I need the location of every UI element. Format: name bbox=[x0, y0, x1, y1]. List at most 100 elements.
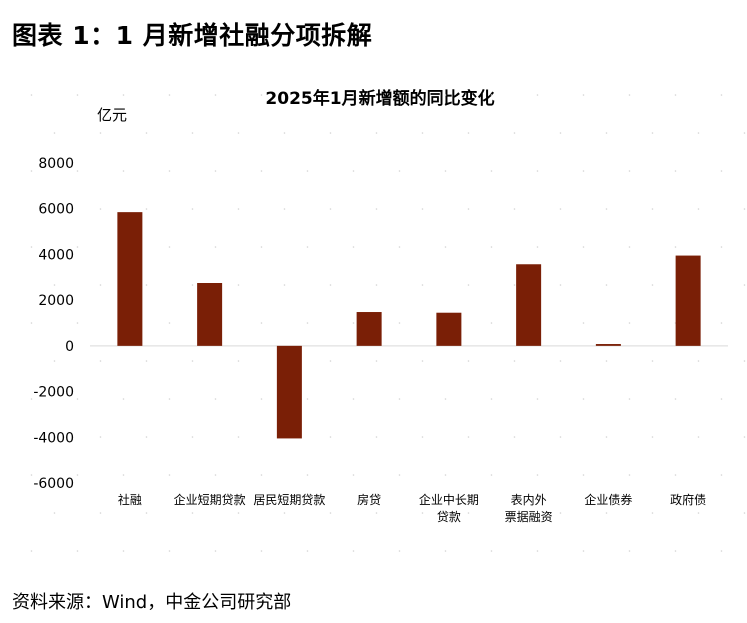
background-dot bbox=[743, 512, 746, 514]
background-dot bbox=[674, 474, 677, 476]
background-dot bbox=[513, 360, 516, 362]
background-dot bbox=[306, 170, 309, 172]
background-dot bbox=[30, 550, 33, 552]
background-dot bbox=[605, 132, 608, 134]
background-dot bbox=[168, 474, 171, 476]
background-dot bbox=[605, 360, 608, 362]
background-dot bbox=[490, 550, 493, 552]
background-dot bbox=[352, 550, 355, 552]
background-dot bbox=[352, 170, 355, 172]
background-dot bbox=[375, 512, 378, 514]
background-dot bbox=[214, 170, 217, 172]
background-dot bbox=[536, 474, 539, 476]
background-dot bbox=[191, 132, 194, 134]
background-dot bbox=[582, 170, 585, 172]
background-dot bbox=[214, 246, 217, 248]
bar bbox=[595, 344, 621, 346]
background-dot bbox=[467, 132, 470, 134]
background-dot bbox=[628, 474, 631, 476]
background-dot bbox=[398, 550, 401, 552]
background-dot bbox=[260, 94, 263, 96]
background-dot bbox=[398, 246, 401, 248]
background-dot bbox=[306, 246, 309, 248]
background-dot bbox=[697, 360, 700, 362]
background-dot bbox=[122, 94, 125, 96]
background-dot bbox=[76, 474, 79, 476]
background-dot bbox=[720, 170, 723, 172]
background-dot bbox=[352, 474, 355, 476]
background-dot bbox=[99, 208, 102, 210]
background-dot bbox=[53, 208, 56, 210]
background-dot bbox=[99, 360, 102, 362]
y-tick-label: 8000 bbox=[38, 156, 74, 172]
background-dot bbox=[53, 360, 56, 362]
background-dot bbox=[375, 436, 378, 438]
background-dot bbox=[697, 208, 700, 210]
bar bbox=[117, 212, 143, 346]
background-dot bbox=[490, 398, 493, 400]
bar bbox=[436, 312, 462, 346]
y-tick-label: 4000 bbox=[38, 247, 74, 263]
background-dot bbox=[329, 208, 332, 210]
background-dot bbox=[720, 322, 723, 324]
background-dot bbox=[191, 208, 194, 210]
background-dot bbox=[605, 436, 608, 438]
background-dot bbox=[53, 132, 56, 134]
background-dot bbox=[168, 398, 171, 400]
background-dot bbox=[237, 132, 240, 134]
background-dot bbox=[651, 284, 654, 286]
background-dot bbox=[122, 550, 125, 552]
background-dot bbox=[76, 170, 79, 172]
background-dot bbox=[582, 246, 585, 248]
figure-title: 图表 1：1 月新增社融分项拆解 bbox=[12, 21, 373, 50]
x-category-label: 企业短期贷款 bbox=[174, 492, 246, 507]
background-dot bbox=[398, 170, 401, 172]
background-dot bbox=[122, 474, 125, 476]
background-dot bbox=[444, 398, 447, 400]
y-tick-label: -6000 bbox=[33, 476, 74, 492]
background-dot bbox=[237, 284, 240, 286]
background-dot bbox=[375, 132, 378, 134]
background-dot bbox=[375, 284, 378, 286]
background-dot bbox=[329, 360, 332, 362]
background-dot bbox=[122, 398, 125, 400]
background-dot bbox=[697, 436, 700, 438]
background-dot bbox=[145, 436, 148, 438]
source-note: 资料来源：Wind，中金公司研究部 bbox=[12, 592, 292, 613]
background-dot bbox=[99, 132, 102, 134]
background-dot bbox=[513, 436, 516, 438]
background-dot bbox=[191, 512, 194, 514]
bar bbox=[197, 283, 223, 346]
y-axis-unit-label: 亿元 bbox=[97, 106, 128, 124]
background-dot bbox=[76, 322, 79, 324]
x-category-label: 居民短期贷款 bbox=[253, 493, 325, 507]
background-dot bbox=[260, 474, 263, 476]
background-dot bbox=[76, 246, 79, 248]
background-dot bbox=[582, 474, 585, 476]
background-dot bbox=[283, 512, 286, 514]
background-dot bbox=[490, 322, 493, 324]
background-dot bbox=[191, 360, 194, 362]
background-dot bbox=[145, 132, 148, 134]
y-tick-label: 6000 bbox=[38, 202, 74, 218]
background-dot bbox=[145, 512, 148, 514]
x-category-label: 社融 bbox=[118, 492, 142, 507]
background-dot bbox=[674, 550, 677, 552]
background-dot bbox=[490, 94, 493, 96]
background-dot bbox=[674, 246, 677, 248]
background-dot bbox=[490, 474, 493, 476]
background-dot bbox=[191, 436, 194, 438]
x-category-label: 表内外票据融资 bbox=[505, 493, 553, 524]
background-dot bbox=[352, 94, 355, 96]
background-dot bbox=[536, 170, 539, 172]
background-dot bbox=[76, 94, 79, 96]
background-dot bbox=[214, 474, 217, 476]
background-dot bbox=[306, 474, 309, 476]
background-dot bbox=[490, 170, 493, 172]
background-dot bbox=[513, 132, 516, 134]
background-dot bbox=[421, 284, 424, 286]
background-dot bbox=[605, 208, 608, 210]
background-dot bbox=[559, 436, 562, 438]
background-dot bbox=[720, 550, 723, 552]
background-dot bbox=[306, 398, 309, 400]
